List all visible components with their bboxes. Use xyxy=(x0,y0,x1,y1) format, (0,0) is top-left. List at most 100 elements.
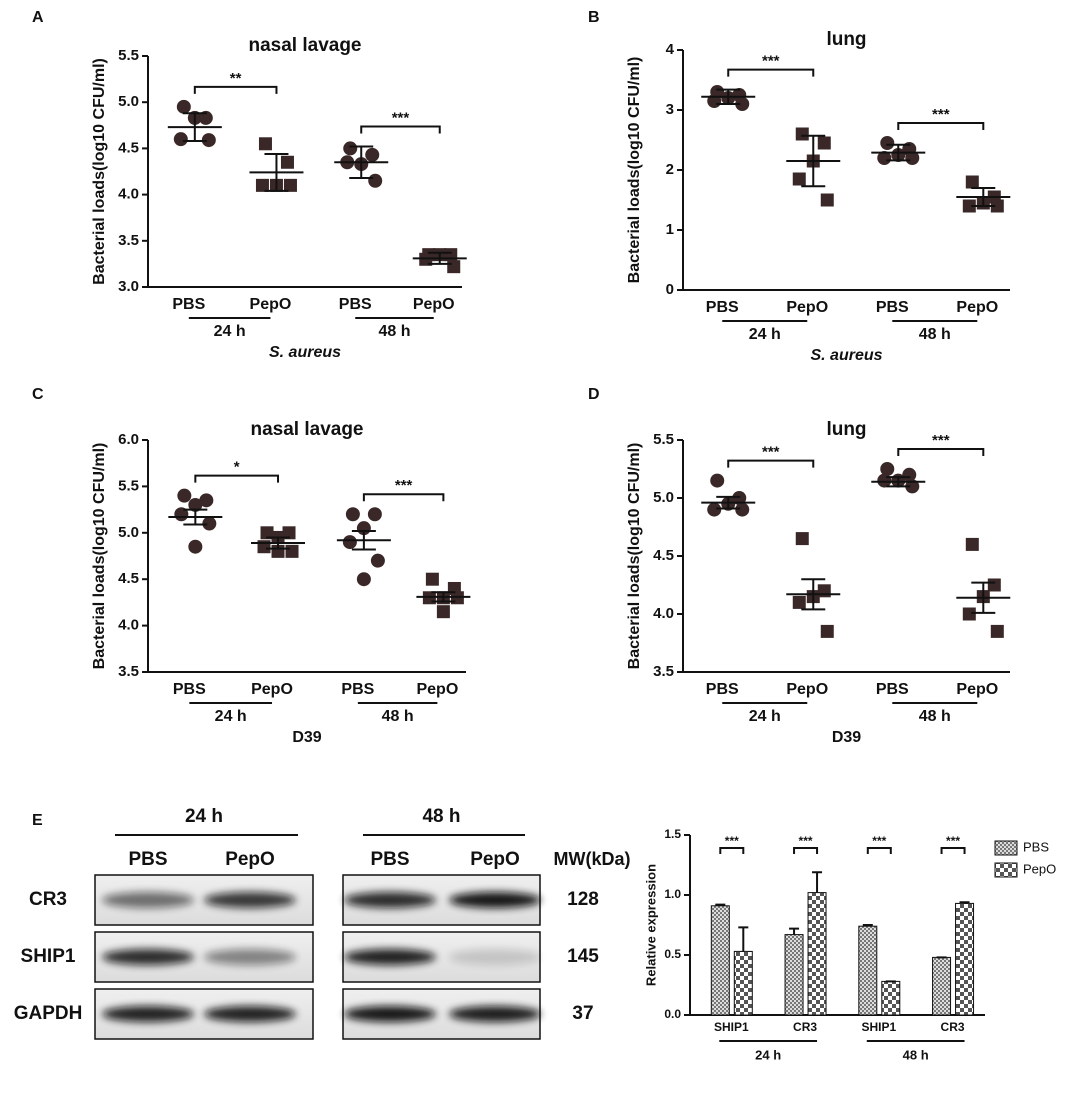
x-tick-label: PepO xyxy=(956,299,998,316)
point xyxy=(962,199,976,213)
chart-title: lung xyxy=(826,419,866,440)
y-axis-label: Relative expression xyxy=(643,864,658,986)
group-label: 48 h xyxy=(378,323,410,340)
x-tick-label: PepO xyxy=(956,681,998,698)
significance-bracket xyxy=(360,125,441,134)
point xyxy=(365,147,380,162)
point xyxy=(283,178,297,192)
point xyxy=(176,99,191,114)
y-tick-label: 5.5 xyxy=(653,431,674,448)
panel-letter: D xyxy=(588,386,600,403)
error-bar xyxy=(351,529,376,551)
group-label: 48 h xyxy=(919,326,951,343)
legend-swatch xyxy=(994,840,1018,856)
point xyxy=(188,497,203,512)
point xyxy=(177,488,192,503)
y-tick-label: 6.0 xyxy=(118,431,139,448)
legend-label: PepO xyxy=(1023,861,1056,876)
y-axis-label: Bacterial loads(log10 CFU/ml) xyxy=(626,57,643,284)
y-tick-label: 0 xyxy=(666,281,674,298)
bar xyxy=(858,925,878,1016)
significance-bracket xyxy=(727,459,815,468)
error-bar xyxy=(801,134,826,188)
group-label: 24 h xyxy=(215,708,247,725)
significance-bracket xyxy=(940,847,966,854)
point xyxy=(905,479,920,494)
point xyxy=(258,137,272,151)
significance-label: *** xyxy=(762,444,780,461)
point xyxy=(367,507,382,522)
point xyxy=(965,537,979,551)
point xyxy=(817,136,831,150)
y-tick-label: 3 xyxy=(666,101,674,118)
time-label: 24 h xyxy=(185,806,223,827)
group-label: 48 h xyxy=(903,1047,929,1062)
group-label: 24 h xyxy=(749,326,781,343)
error-bar xyxy=(266,536,291,550)
blot-band xyxy=(344,949,436,965)
x-tick-label: PepO xyxy=(786,299,828,316)
bar xyxy=(733,950,753,1016)
x-tick-label: PepO xyxy=(250,296,292,313)
point xyxy=(368,173,383,188)
significance-bracket xyxy=(897,448,985,456)
point xyxy=(370,553,385,568)
error-bar xyxy=(349,145,374,179)
significance-label: *** xyxy=(872,834,886,848)
bar xyxy=(807,892,827,1016)
y-tick-label: 5.0 xyxy=(118,524,139,541)
panel-letter: B xyxy=(588,9,600,26)
x-tick-label: PepO xyxy=(786,681,828,698)
y-tick-label: 4.0 xyxy=(118,186,139,203)
point xyxy=(987,578,1001,592)
group-label: 24 h xyxy=(749,708,781,725)
lane-label: PBS xyxy=(370,849,409,870)
bar xyxy=(881,980,901,1016)
y-axis-label: Bacterial loads(log10 CFU/ml) xyxy=(91,58,108,285)
significance-bracket xyxy=(362,493,445,502)
row-label: CR3 xyxy=(29,889,67,910)
point xyxy=(199,493,214,508)
x-axis-label: D39 xyxy=(832,729,861,746)
point xyxy=(425,572,439,586)
row-label: SHIP1 xyxy=(21,946,76,967)
y-tick-label: 0.5 xyxy=(664,947,681,961)
blot-band xyxy=(344,1006,436,1022)
x-tick-label: PBS xyxy=(876,299,909,316)
significance-label: *** xyxy=(799,834,813,848)
panel-letter: A xyxy=(32,9,44,26)
error-bar xyxy=(959,901,970,904)
lane-label: PBS xyxy=(128,849,167,870)
x-tick-label: PBS xyxy=(706,299,739,316)
y-tick-label: 4.5 xyxy=(653,547,674,564)
y-tick-label: 5.0 xyxy=(118,93,139,110)
point xyxy=(990,199,1004,213)
point xyxy=(260,526,274,540)
error-bar xyxy=(716,88,741,105)
bar xyxy=(784,934,804,1016)
legend-swatch xyxy=(994,862,1018,878)
blot-band xyxy=(204,1006,296,1022)
error-bar xyxy=(862,924,873,927)
chart-title: nasal lavage xyxy=(250,419,363,440)
lane-label: PepO xyxy=(225,849,275,870)
mw-header: MW(kDa) xyxy=(554,849,631,869)
y-tick-label: 3.5 xyxy=(118,232,139,249)
point xyxy=(447,260,461,274)
x-tick-label: PBS xyxy=(339,296,372,313)
y-tick-label: 4.5 xyxy=(118,570,139,587)
significance-bracket xyxy=(193,85,278,94)
y-tick-label: 4 xyxy=(666,41,675,58)
bar xyxy=(932,956,952,1016)
blot-band xyxy=(449,949,541,965)
point xyxy=(792,595,806,609)
y-tick-label: 5.0 xyxy=(653,489,674,506)
lane-label: PepO xyxy=(470,849,520,870)
blot-band xyxy=(449,1006,541,1022)
point xyxy=(342,535,357,550)
significance-bracket xyxy=(793,847,819,854)
error-bar xyxy=(431,591,456,603)
blot-band xyxy=(102,949,194,965)
blot-band xyxy=(204,892,296,908)
